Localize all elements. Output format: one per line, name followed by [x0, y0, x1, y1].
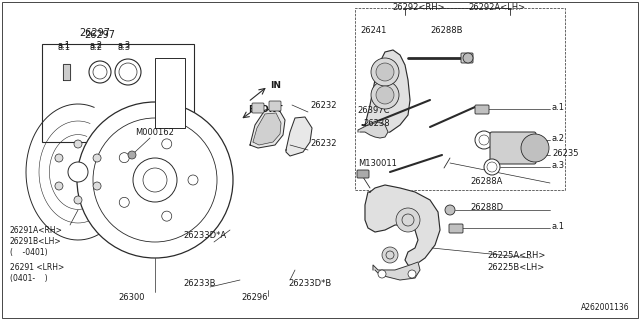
- Text: FRONT: FRONT: [248, 105, 283, 114]
- Circle shape: [115, 59, 141, 85]
- Circle shape: [119, 63, 137, 81]
- Text: 26232: 26232: [310, 101, 337, 110]
- Text: 26291B<LH>: 26291B<LH>: [10, 237, 61, 246]
- Circle shape: [475, 131, 493, 149]
- Circle shape: [382, 247, 398, 263]
- Text: M000162: M000162: [135, 128, 174, 137]
- Text: a.1: a.1: [552, 103, 565, 112]
- Circle shape: [371, 58, 399, 86]
- Text: 26292<RH>: 26292<RH>: [392, 3, 445, 12]
- Circle shape: [77, 102, 233, 258]
- Text: 26288B: 26288B: [430, 26, 463, 35]
- Text: 26300: 26300: [119, 293, 145, 302]
- Text: a.1: a.1: [58, 43, 71, 52]
- Text: M130011: M130011: [358, 159, 397, 168]
- Circle shape: [133, 158, 177, 202]
- Circle shape: [376, 63, 394, 81]
- Circle shape: [93, 118, 217, 242]
- Text: 26233B: 26233B: [183, 279, 216, 288]
- Text: a.3: a.3: [117, 41, 130, 50]
- Polygon shape: [365, 185, 440, 265]
- Circle shape: [93, 154, 101, 162]
- Circle shape: [378, 270, 386, 278]
- Text: 26291 <LRH>: 26291 <LRH>: [10, 263, 64, 272]
- Circle shape: [484, 159, 500, 175]
- Text: 26288A: 26288A: [470, 177, 502, 186]
- Text: a.2: a.2: [89, 41, 102, 50]
- Polygon shape: [253, 113, 281, 145]
- FancyBboxPatch shape: [475, 105, 489, 114]
- Text: a.3: a.3: [118, 43, 131, 52]
- Text: 26241: 26241: [360, 26, 387, 35]
- Circle shape: [376, 86, 394, 104]
- Bar: [155, 58, 185, 128]
- Text: 26225A<RH>: 26225A<RH>: [487, 251, 545, 260]
- Bar: [42, 44, 194, 142]
- Circle shape: [55, 182, 63, 190]
- Text: 26292A<LH>: 26292A<LH>: [468, 3, 525, 12]
- Circle shape: [521, 134, 549, 162]
- Polygon shape: [250, 108, 285, 148]
- Text: 26397C: 26397C: [357, 106, 390, 115]
- Text: a.2: a.2: [90, 43, 103, 52]
- Text: a.1: a.1: [552, 222, 565, 231]
- Circle shape: [119, 153, 129, 163]
- Text: 26291A<RH>: 26291A<RH>: [10, 226, 63, 235]
- Text: 26296: 26296: [242, 293, 268, 302]
- FancyBboxPatch shape: [461, 53, 473, 63]
- Text: A262001136: A262001136: [581, 303, 630, 312]
- Circle shape: [162, 211, 172, 221]
- Circle shape: [93, 65, 107, 79]
- FancyBboxPatch shape: [449, 224, 463, 233]
- Text: 26232: 26232: [310, 139, 337, 148]
- Circle shape: [396, 208, 420, 232]
- Text: a.1: a.1: [58, 41, 71, 50]
- Circle shape: [128, 151, 136, 159]
- Polygon shape: [358, 122, 388, 138]
- Text: IN: IN: [270, 81, 281, 90]
- Circle shape: [188, 175, 198, 185]
- Circle shape: [89, 61, 111, 83]
- Polygon shape: [63, 64, 70, 80]
- Circle shape: [386, 251, 394, 259]
- Circle shape: [68, 162, 88, 182]
- Circle shape: [463, 53, 473, 63]
- FancyBboxPatch shape: [490, 132, 536, 164]
- Text: 26225B<LH>: 26225B<LH>: [487, 263, 544, 272]
- Text: a.2: a.2: [552, 134, 565, 143]
- Bar: [355, 8, 565, 190]
- Text: 26235: 26235: [552, 149, 579, 158]
- Circle shape: [371, 81, 399, 109]
- Circle shape: [74, 140, 82, 148]
- Circle shape: [408, 270, 416, 278]
- Text: 26233D*A: 26233D*A: [183, 231, 226, 240]
- FancyBboxPatch shape: [252, 103, 264, 113]
- Circle shape: [143, 168, 167, 192]
- Polygon shape: [373, 262, 420, 280]
- Circle shape: [74, 196, 82, 204]
- Text: (0401-    ): (0401- ): [10, 274, 47, 283]
- Text: 26297: 26297: [84, 30, 115, 40]
- Circle shape: [402, 214, 414, 226]
- Text: (    -0401): ( -0401): [10, 248, 47, 257]
- Circle shape: [119, 197, 129, 207]
- Text: a.3: a.3: [552, 161, 565, 170]
- Polygon shape: [286, 117, 312, 156]
- Text: 26297: 26297: [79, 28, 111, 38]
- Circle shape: [162, 139, 172, 149]
- Circle shape: [479, 135, 489, 145]
- Text: 26238: 26238: [363, 119, 390, 128]
- FancyBboxPatch shape: [269, 101, 281, 111]
- Text: 26288D: 26288D: [470, 203, 503, 212]
- Text: 26233D*B: 26233D*B: [288, 279, 332, 288]
- Circle shape: [55, 154, 63, 162]
- Circle shape: [93, 182, 101, 190]
- Circle shape: [445, 205, 455, 215]
- FancyBboxPatch shape: [357, 170, 369, 178]
- Circle shape: [487, 162, 497, 172]
- Polygon shape: [362, 50, 410, 135]
